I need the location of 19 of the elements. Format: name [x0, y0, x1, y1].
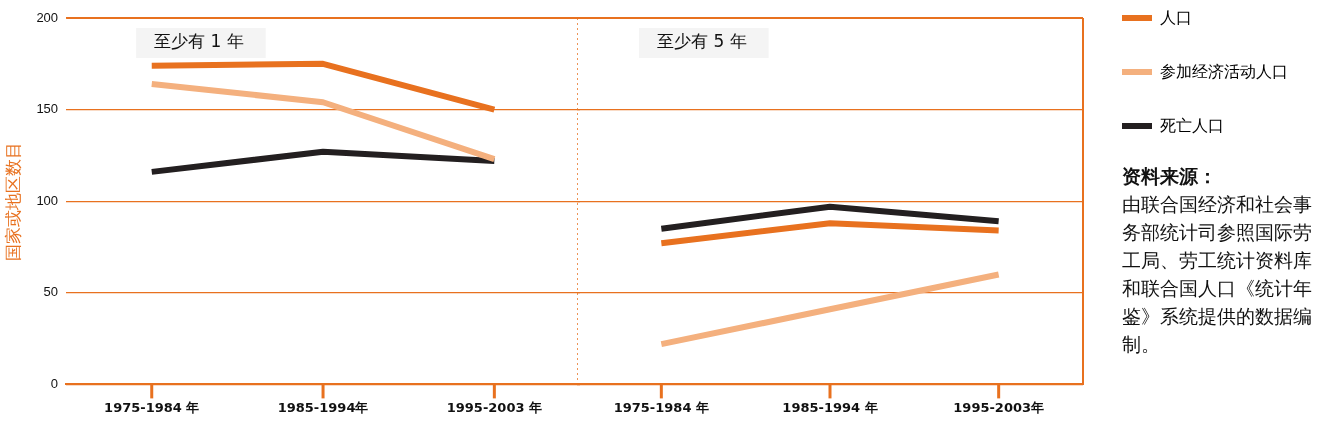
legend-label: 参加经济活动人口 [1160, 61, 1288, 83]
x-tick-label: 1985-1994年 [277, 399, 369, 415]
y-tick-label: 0 [50, 375, 59, 391]
legend-label: 死亡人口 [1160, 115, 1224, 137]
text: 由联合国经济和社会事务部统计司参照国际劳工局、劳工统计资料库和联合国人口《统计年鉴》系统提供的数据编制。 [1122, 192, 1313, 357]
x-tick-label: 1995-2003 年 [446, 399, 542, 415]
text: 资料来源： [1122, 164, 1218, 189]
legend-label: 人口 [1160, 7, 1192, 29]
y-axis-title: 国家或地区数目 [2, 141, 23, 261]
y-tick-label: 150 [36, 101, 59, 117]
x-tick-label: 1985-1994 年 [782, 399, 878, 415]
x-tick-label: 1995-2003年 [953, 399, 1045, 415]
y-tick-label: 100 [36, 192, 59, 208]
text: 至少有 1 年 [154, 31, 244, 52]
x-tick-label: 1975-1984 年 [613, 399, 709, 415]
x-tick-label: 1975-1984 年 [104, 399, 200, 415]
text: 至少有 5 年 [657, 31, 747, 52]
y-tick-label: 50 [43, 284, 59, 300]
y-tick-label: 200 [36, 9, 59, 25]
